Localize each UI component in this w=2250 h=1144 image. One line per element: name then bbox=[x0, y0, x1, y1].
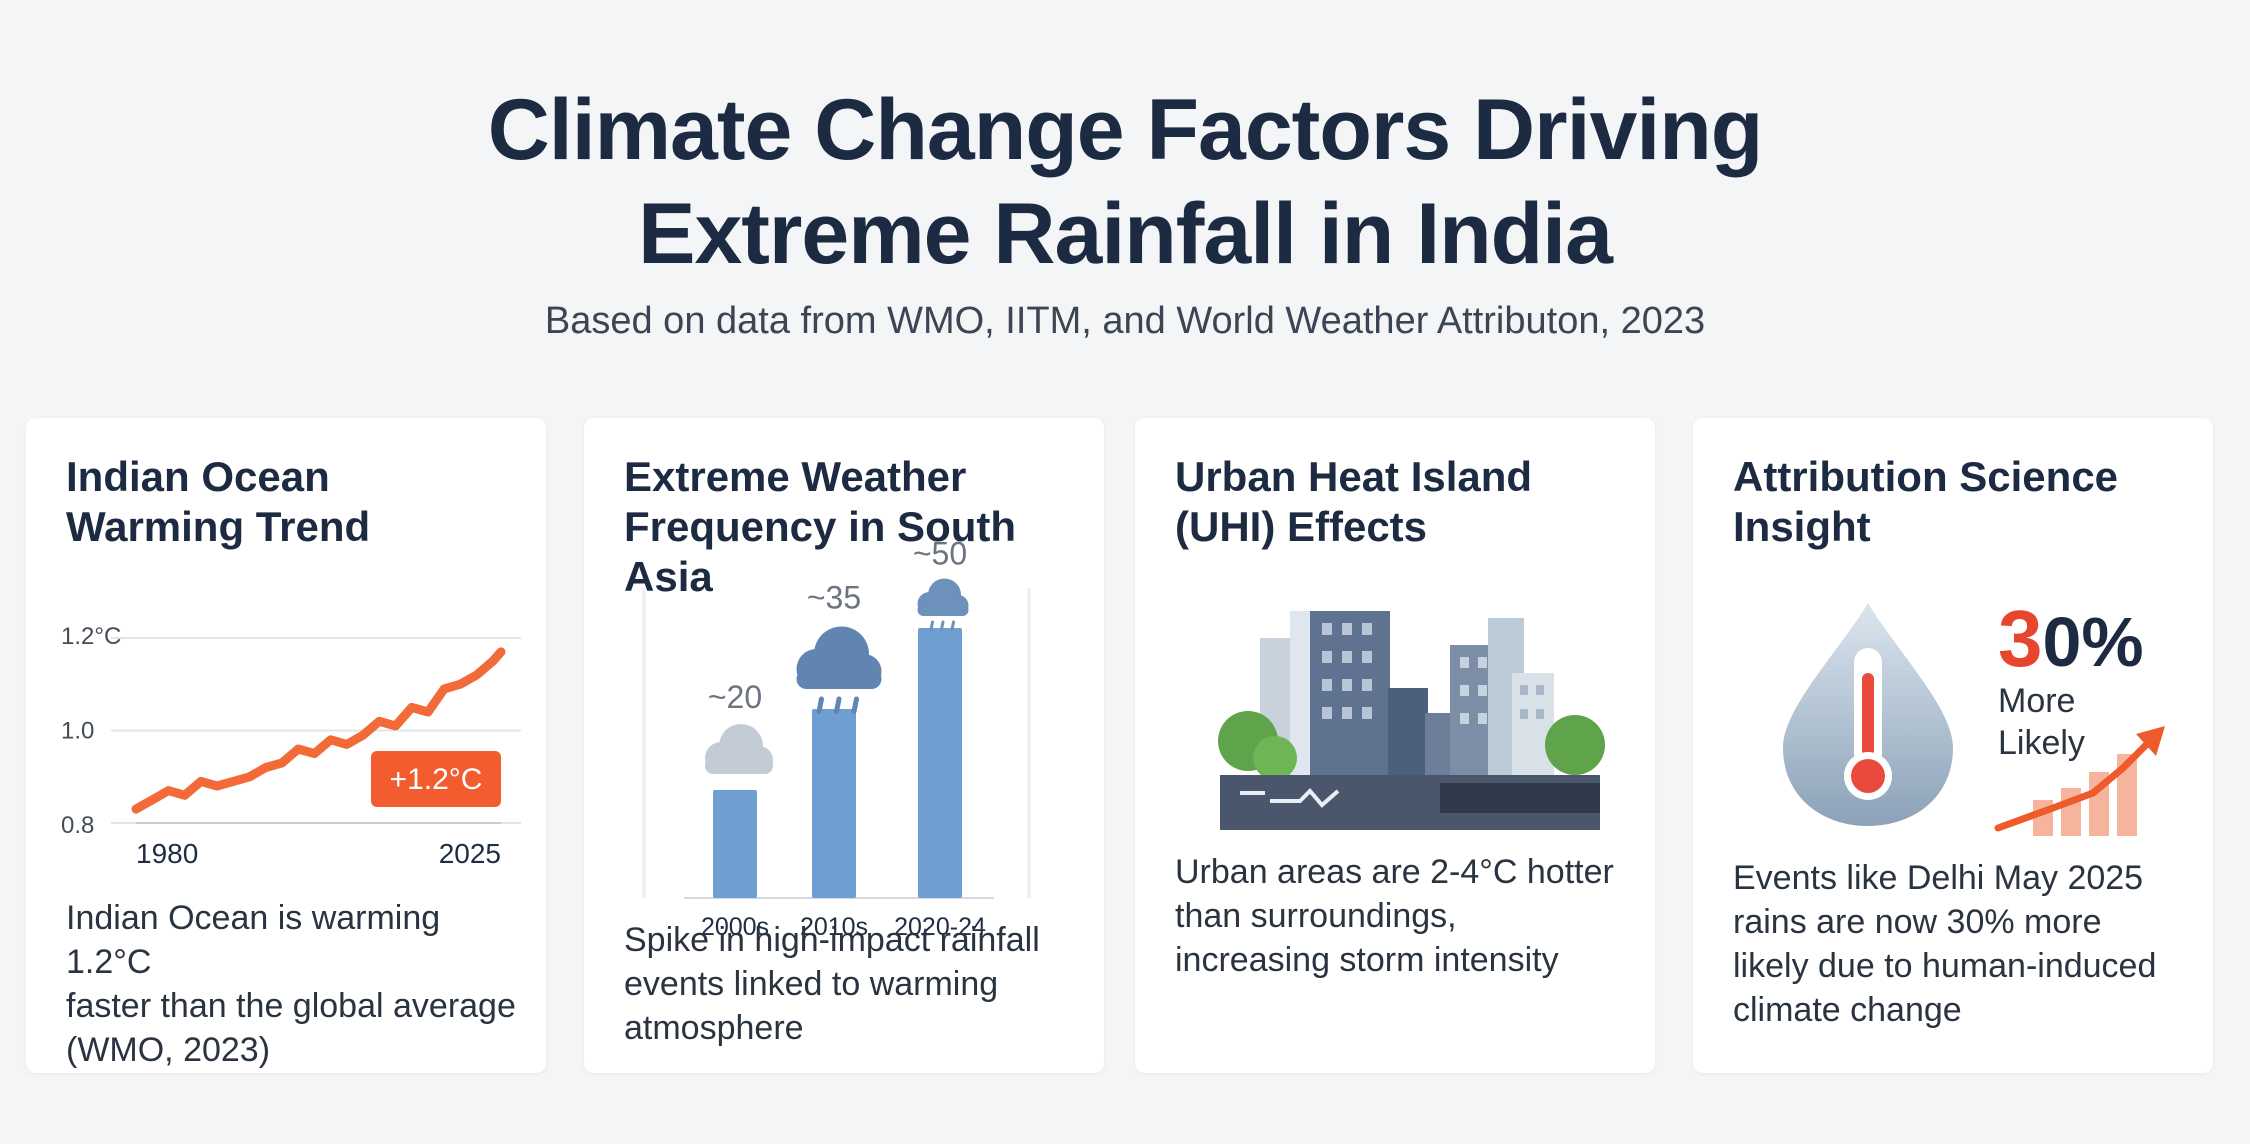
x-category-label: 2010s bbox=[800, 913, 868, 941]
uhi-desc-line-3: increasing storm intensity bbox=[1175, 941, 1559, 979]
rain-cloud-icon bbox=[796, 626, 882, 714]
percent-rest: 0% bbox=[2042, 603, 2144, 681]
rising-trend-icon bbox=[1994, 726, 2165, 836]
extreme-desc-line-3: atmosphere bbox=[624, 1009, 804, 1047]
attribution-card-description: Events like Delhi May 2025 rains are now… bbox=[1733, 856, 2193, 1032]
extreme-weather-bar-chart: ~20 2000s ~35 2010s ~50 2020-24 bbox=[642, 536, 1031, 941]
building-mid-left bbox=[1388, 688, 1428, 788]
x-tick-label: 1980 bbox=[136, 838, 198, 869]
ocean-warming-card: Indian Ocean Warming Trend 1.2°C 1.0 0.8 19… bbox=[26, 418, 546, 1073]
extreme-weather-card: Extreme Weather Frequency in South Asia … bbox=[584, 418, 1104, 1073]
attribution-title-line-1: Attribution Science bbox=[1733, 453, 2119, 500]
bar bbox=[812, 709, 856, 898]
attribution-desc-line-2: rains are now 30% more bbox=[1733, 903, 2102, 941]
uhi-desc-line-1: Urban areas are 2-4°C hotter bbox=[1175, 853, 1614, 891]
city-skyline-illustration bbox=[1218, 611, 1605, 830]
bar-data-label: ~35 bbox=[807, 580, 861, 616]
extreme-desc-line-1: Spike in high-impact rainfall bbox=[624, 921, 1040, 959]
ocean-title-line-1: Indian Ocean bbox=[66, 453, 330, 500]
attribution-card-title: Attribution Science Insight bbox=[1733, 452, 2118, 552]
temperature-badge bbox=[371, 751, 501, 807]
ocean-warming-line-chart: 1.2°C 1.0 0.8 1980 2025 +1.2°C bbox=[61, 623, 521, 869]
extreme-card-description: Spike in high-impact rainfall events lin… bbox=[624, 918, 1084, 1050]
y-tick-label: 0.8 bbox=[61, 812, 94, 839]
extreme-card-title: Extreme Weather Frequency in South Asia bbox=[624, 452, 1104, 602]
page-title: Climate Change Factors Driving Extreme R… bbox=[0, 78, 2250, 286]
ocean-card-title: Indian Ocean Warming Trend bbox=[66, 452, 370, 552]
likely-label: Likely bbox=[1998, 724, 2085, 762]
attribution-desc-line-3: likely due to human-induced bbox=[1733, 947, 2157, 985]
title-line-2: Extreme Rainfall in India bbox=[638, 186, 1613, 282]
uhi-desc-line-2: than surroundings, bbox=[1175, 897, 1457, 935]
bar-data-label: ~20 bbox=[708, 679, 762, 715]
x-category-label: 2020-24 bbox=[894, 913, 986, 941]
uhi-card-description: Urban areas are 2-4°C hotter than surrou… bbox=[1175, 850, 1635, 982]
building-tall-dark bbox=[1310, 611, 1390, 788]
attribution-desc-line-1: Events like Delhi May 2025 bbox=[1733, 859, 2144, 897]
uhi-card-title: Urban Heat Island (UHI) Effects bbox=[1175, 452, 1532, 552]
ocean-desc-line-2: faster than the global average bbox=[66, 987, 516, 1025]
uhi-card: Urban Heat Island (UHI) Effects bbox=[1135, 418, 1655, 1073]
attribution-card: Attribution Science Insight 30% More Lik… bbox=[1693, 418, 2213, 1073]
bar bbox=[918, 628, 962, 898]
y-tick-label: 1.0 bbox=[61, 718, 94, 745]
ocean-title-line-2: Warming Trend bbox=[66, 503, 371, 550]
extreme-title-line-2: Frequency in South Asia bbox=[624, 503, 1017, 600]
page-subtitle: Based on data from WMO, IITM, and World … bbox=[544, 300, 1706, 342]
attribution-desc-line-4: climate change bbox=[1733, 991, 1962, 1029]
rain-cloud-icon bbox=[917, 578, 969, 631]
percent-digit: 3 bbox=[1998, 594, 2043, 683]
bar bbox=[713, 790, 757, 898]
warming-trend-line bbox=[131, 647, 506, 814]
percent-stat: 30% bbox=[1998, 596, 2144, 685]
ocean-desc-line-1: Indian Ocean is warming 1.2°C bbox=[66, 899, 441, 981]
more-likely-label: More Likely bbox=[1998, 680, 2085, 764]
bar-data-label: ~50 bbox=[913, 536, 967, 572]
more-label: More bbox=[1998, 682, 2076, 720]
rain-cloud-icon bbox=[705, 724, 773, 774]
tree-right-icon bbox=[1545, 715, 1605, 775]
x-tick-label: 2025 bbox=[439, 838, 501, 869]
extreme-title-line-1: Extreme Weather bbox=[624, 453, 967, 500]
title-line-1: Climate Change Factors Driving bbox=[487, 82, 1764, 178]
building-far-right bbox=[1512, 673, 1554, 788]
uhi-title-line-2: (UHI) Effects bbox=[1175, 503, 1428, 550]
temperature-badge-label: +1.2°C bbox=[390, 763, 483, 796]
attribution-title-line-2: Insight bbox=[1733, 503, 1871, 550]
uhi-title-line-1: Urban Heat Island bbox=[1175, 453, 1533, 500]
thermometer-drop-icon bbox=[1783, 603, 1953, 826]
extreme-desc-line-2: events linked to warming bbox=[624, 965, 999, 1003]
y-tick-label: 1.2°C bbox=[61, 623, 121, 650]
ocean-card-description: Indian Ocean is warming 1.2°C faster tha… bbox=[66, 896, 526, 1072]
ocean-desc-line-3: (WMO, 2023) bbox=[66, 1031, 271, 1069]
heat-trend-icon bbox=[1270, 788, 1340, 808]
x-category-label: 2000s bbox=[701, 913, 769, 941]
